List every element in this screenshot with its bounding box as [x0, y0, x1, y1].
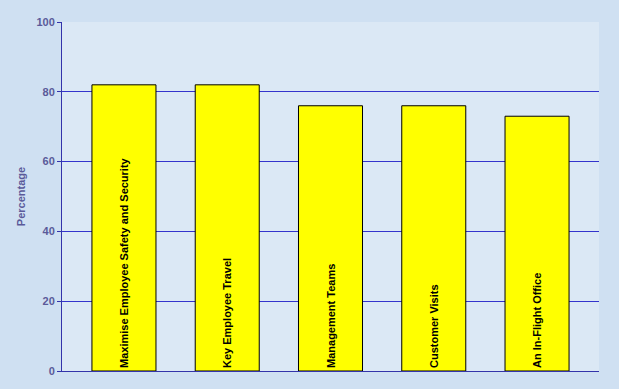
- svg-text:60: 60: [43, 155, 55, 167]
- svg-text:0: 0: [49, 365, 55, 377]
- svg-text:Customer Visits: Customer Visits: [428, 284, 440, 368]
- svg-text:An In-Flight Office: An In-Flight Office: [531, 273, 543, 368]
- svg-text:20: 20: [43, 295, 55, 307]
- svg-text:80: 80: [43, 86, 55, 98]
- svg-text:Maximise Employee Safety and S: Maximise Employee Safety and Security: [118, 157, 130, 368]
- svg-text:40: 40: [43, 225, 55, 237]
- svg-text:Key Employee Travel: Key Employee Travel: [221, 258, 233, 368]
- svg-text:100: 100: [36, 16, 54, 28]
- svg-text:Percentage: Percentage: [15, 167, 27, 226]
- svg-text:Management Teams: Management Teams: [325, 264, 337, 368]
